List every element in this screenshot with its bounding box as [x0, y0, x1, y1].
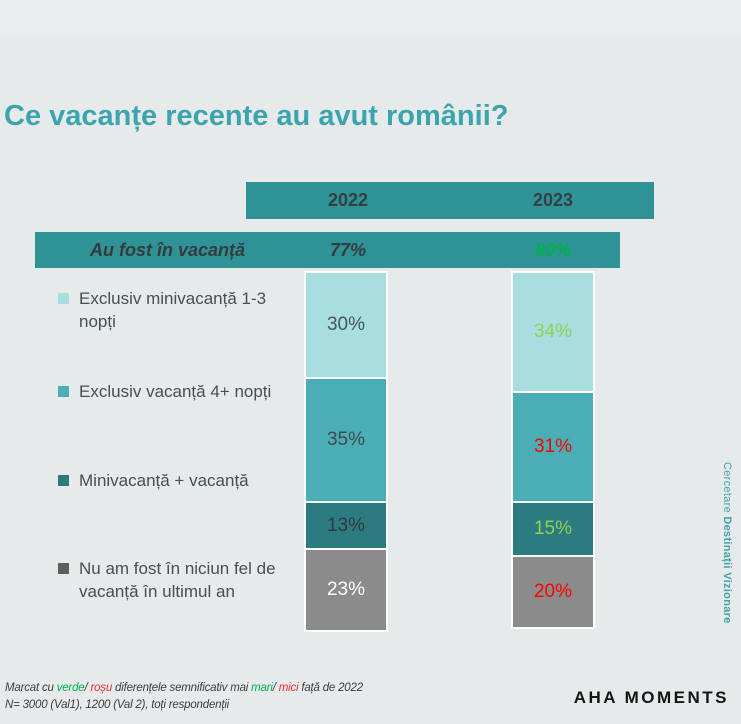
bar-segment-label: 34% [533, 321, 573, 342]
legend-item-1: Exclusiv minivacanță 1-3 nopți [58, 288, 296, 334]
bar-segment-2022-1: 30% [306, 273, 386, 377]
bar-column-2022: 30% 35% 13% 23% [304, 271, 388, 632]
footnote-segment: / [84, 682, 91, 694]
footnote-segment: mici [278, 682, 299, 694]
side-note-normal: Cercetare [721, 462, 733, 517]
legend-swatch-icon [58, 475, 69, 486]
bar-segment-label: 13% [326, 514, 366, 536]
summary-row-au-fost-in-vacanta: Au fost în vacanță 77% 80% [35, 232, 620, 268]
footnote-legend-colors: Marcat cu verde/ roșu diferențele semnif… [5, 682, 363, 694]
year-header-bar: 2022 2023 [246, 182, 654, 219]
bar-segment-2023-1: 34% [513, 273, 593, 391]
legend-item-3: Minivacanță + vacanță [58, 470, 296, 493]
bar-segment-2023-2: 31% [513, 393, 593, 501]
side-note-vertical: Cercetare Destinații Vizionare [721, 462, 733, 672]
footnote-segment: mari [251, 682, 273, 694]
legend-swatch-icon [58, 293, 69, 304]
footnote-segment: verde [56, 682, 85, 694]
column-header-2023: 2023 [532, 190, 574, 210]
bar-segment-label: 30% [326, 314, 366, 335]
aha-moments-logo: AHA MOMENTS [573, 688, 729, 707]
page-title: Ce vacanțe recente au avut românii? [4, 100, 509, 132]
bar-column-2023: 34% 31% 15% 20% [511, 271, 595, 629]
legend-swatch-icon [58, 563, 69, 574]
bar-segment-label: 35% [326, 429, 366, 450]
summary-row-label: Au fost în vacanță [89, 240, 245, 260]
legend-swatch-icon [58, 386, 69, 397]
bar-segment-2023-3: 15% [513, 503, 593, 555]
summary-value-2022: 77% [329, 240, 367, 260]
legend-label: Minivacanță + vacanță [79, 471, 249, 490]
legend-label: Exclusiv minivacanță 1-3 nopți [79, 289, 267, 331]
bar-segment-label: 31% [533, 436, 573, 457]
footnote-segment: Marcat cu [5, 682, 57, 694]
bar-segment-label: 15% [533, 518, 573, 539]
bar-segment-2022-3: 13% [306, 503, 386, 548]
bar-segment-2022-2: 35% [306, 379, 386, 501]
footnote-segment: față de 2022 [298, 682, 363, 694]
footnote-segment: diferențele semnificativ mai [112, 682, 252, 694]
footnote-sample-size: N= 3000 (Val1), 1200 (Val 2), toți respo… [5, 699, 230, 711]
footnote-segment: roșu [90, 682, 113, 694]
bar-segment-label: 20% [533, 581, 573, 602]
legend-item-2: Exclusiv vacanță 4+ nopți [58, 381, 296, 404]
footnote-segment: / [272, 682, 279, 694]
bar-segment-2023-4: 20% [513, 557, 593, 627]
side-note-bold: Destinații Vizionare [721, 516, 733, 624]
legend-label: Exclusiv vacanță 4+ nopți [79, 382, 272, 401]
legend-label: Nu am fost în niciun fel de vacanță în u… [79, 559, 276, 601]
legend-item-4: Nu am fost în niciun fel de vacanță în u… [58, 558, 296, 604]
bar-segment-label: 23% [326, 579, 366, 600]
top-strip [0, 0, 741, 36]
summary-value-2023: 80% [534, 240, 572, 260]
bar-segment-2022-4: 23% [306, 550, 386, 630]
column-header-2022: 2022 [327, 190, 369, 210]
